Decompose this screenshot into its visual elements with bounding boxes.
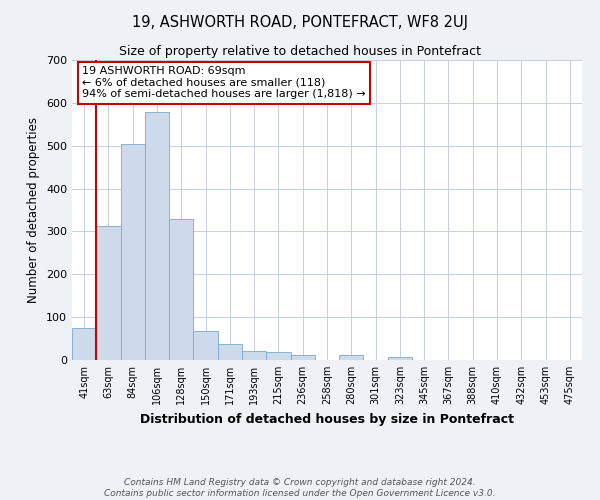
Bar — [193, 331, 218, 360]
Text: Contains HM Land Registry data © Crown copyright and database right 2024.
Contai: Contains HM Land Registry data © Crown c… — [104, 478, 496, 498]
Y-axis label: Number of detached properties: Number of detached properties — [28, 117, 40, 303]
Text: 19 ASHWORTH ROAD: 69sqm
← 6% of detached houses are smaller (118)
94% of semi-de: 19 ASHWORTH ROAD: 69sqm ← 6% of detached… — [82, 66, 366, 99]
X-axis label: Distribution of detached houses by size in Pontefract: Distribution of detached houses by size … — [140, 412, 514, 426]
Bar — [388, 357, 412, 360]
Bar — [121, 144, 145, 360]
Bar — [145, 112, 169, 360]
Bar — [96, 226, 121, 360]
Bar — [169, 218, 193, 360]
Text: 19, ASHWORTH ROAD, PONTEFRACT, WF8 2UJ: 19, ASHWORTH ROAD, PONTEFRACT, WF8 2UJ — [132, 15, 468, 30]
Bar — [266, 352, 290, 360]
Bar — [242, 352, 266, 360]
Bar — [72, 328, 96, 360]
Bar — [218, 344, 242, 360]
Bar — [339, 356, 364, 360]
Bar — [290, 355, 315, 360]
Text: Size of property relative to detached houses in Pontefract: Size of property relative to detached ho… — [119, 45, 481, 58]
